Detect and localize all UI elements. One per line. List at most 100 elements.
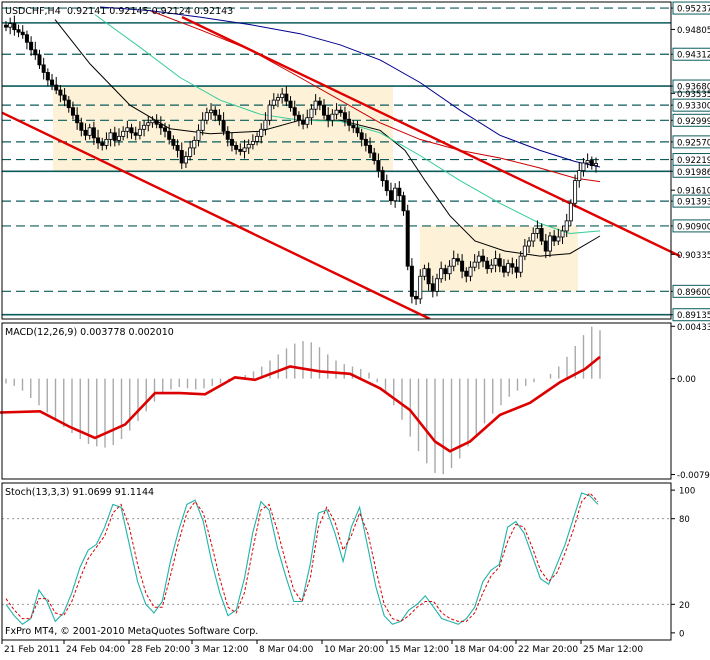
candle xyxy=(188,140,193,161)
candle xyxy=(41,57,46,80)
price-level-tag xyxy=(672,47,710,61)
candle xyxy=(271,93,276,110)
candle xyxy=(422,264,427,281)
candle xyxy=(87,123,92,140)
candle xyxy=(58,85,63,103)
candle xyxy=(221,112,226,136)
candle xyxy=(568,199,573,226)
candle xyxy=(296,111,301,127)
candle xyxy=(439,261,444,283)
macd-panel-frame xyxy=(1,322,672,480)
candle xyxy=(238,143,243,156)
macd-panel-label: MACD(12,26,9) 0.003778 0.002010 xyxy=(5,327,174,338)
candle xyxy=(472,254,477,272)
candle xyxy=(322,99,327,120)
stochastic-series xyxy=(2,492,671,626)
candle xyxy=(100,137,105,151)
candle xyxy=(33,41,38,60)
candle xyxy=(104,132,109,150)
candle xyxy=(493,250,498,273)
candle xyxy=(552,229,557,247)
x-tick-label: 25 Mar 12:00 xyxy=(583,645,643,655)
candle xyxy=(167,124,172,145)
candle xyxy=(418,269,423,304)
y-tick-label: 0.00 xyxy=(677,375,696,385)
candle xyxy=(280,88,285,104)
y-tick-label: 0.91610 xyxy=(677,187,710,197)
price-level-tag xyxy=(672,1,710,15)
x-tick-label: 10 Mar 20:00 xyxy=(324,645,384,655)
candle xyxy=(359,128,364,147)
candle xyxy=(539,223,544,246)
candle xyxy=(560,225,565,245)
candle xyxy=(531,227,536,248)
x-tick-label: 22 Mar 20:00 xyxy=(518,645,578,655)
candle xyxy=(594,157,599,173)
candle xyxy=(250,134,255,150)
candle xyxy=(372,147,377,165)
candle xyxy=(133,126,138,141)
stoch-panel-label: Stoch(13,3,3) 91.0699 91.1144 xyxy=(5,487,154,498)
candle xyxy=(158,116,163,135)
candle xyxy=(171,135,176,150)
candle xyxy=(284,86,289,107)
candle xyxy=(384,174,389,196)
candle xyxy=(338,106,343,117)
candle xyxy=(229,132,234,152)
candle xyxy=(305,109,310,129)
candle xyxy=(16,24,21,38)
y-tick-label: 0.00433 xyxy=(677,323,710,333)
candle xyxy=(129,123,134,139)
candle xyxy=(451,250,456,272)
candle xyxy=(20,25,25,39)
candle xyxy=(468,261,473,282)
price-level-tag xyxy=(672,164,710,178)
x-tick-label: 18 Mar 04:00 xyxy=(454,645,514,655)
y-tick-label: 20 xyxy=(679,601,690,611)
candle xyxy=(347,111,352,132)
candle xyxy=(589,156,594,170)
macd-signal-line xyxy=(0,355,601,453)
candle xyxy=(213,106,218,122)
candle xyxy=(288,96,293,112)
stoch-panel-frame xyxy=(1,482,672,641)
y-tick-label: 0.91986 xyxy=(677,168,710,178)
price-panel-frame xyxy=(1,1,672,320)
candle xyxy=(192,136,197,155)
candle xyxy=(405,204,410,271)
candle xyxy=(301,114,306,130)
price-level-tag xyxy=(672,79,710,93)
y-tick-label: 0.89135 xyxy=(677,311,710,321)
candle xyxy=(397,181,402,202)
y-tick-label: 0.90335 xyxy=(677,251,710,261)
y-tick-label: 80 xyxy=(679,515,690,525)
y-tick-label: 0.92219 xyxy=(677,156,710,166)
price-level-tag xyxy=(672,135,710,149)
candle xyxy=(179,142,184,170)
moving-average-line xyxy=(94,14,601,235)
candle xyxy=(91,121,96,145)
candle xyxy=(376,153,381,178)
candle xyxy=(476,251,481,270)
candle xyxy=(342,106,347,127)
candle xyxy=(83,123,88,141)
candle xyxy=(234,141,239,155)
candle xyxy=(317,97,322,111)
candle xyxy=(150,116,155,128)
y-tick-label: 0.89600 xyxy=(677,288,710,298)
candle xyxy=(485,257,490,274)
candle xyxy=(581,157,586,177)
candle xyxy=(535,220,540,239)
y-tick-label: 0.94805 xyxy=(677,26,710,36)
candle xyxy=(45,68,50,87)
trend-line xyxy=(2,111,431,319)
candle xyxy=(514,259,519,279)
price-level-tag xyxy=(672,194,710,208)
candle xyxy=(246,139,251,154)
candle xyxy=(66,96,71,113)
candle xyxy=(401,191,406,216)
x-tick-label: 3 Mar 12:00 xyxy=(194,645,249,655)
candle xyxy=(501,259,506,278)
candle xyxy=(326,107,331,128)
candle xyxy=(204,107,209,125)
